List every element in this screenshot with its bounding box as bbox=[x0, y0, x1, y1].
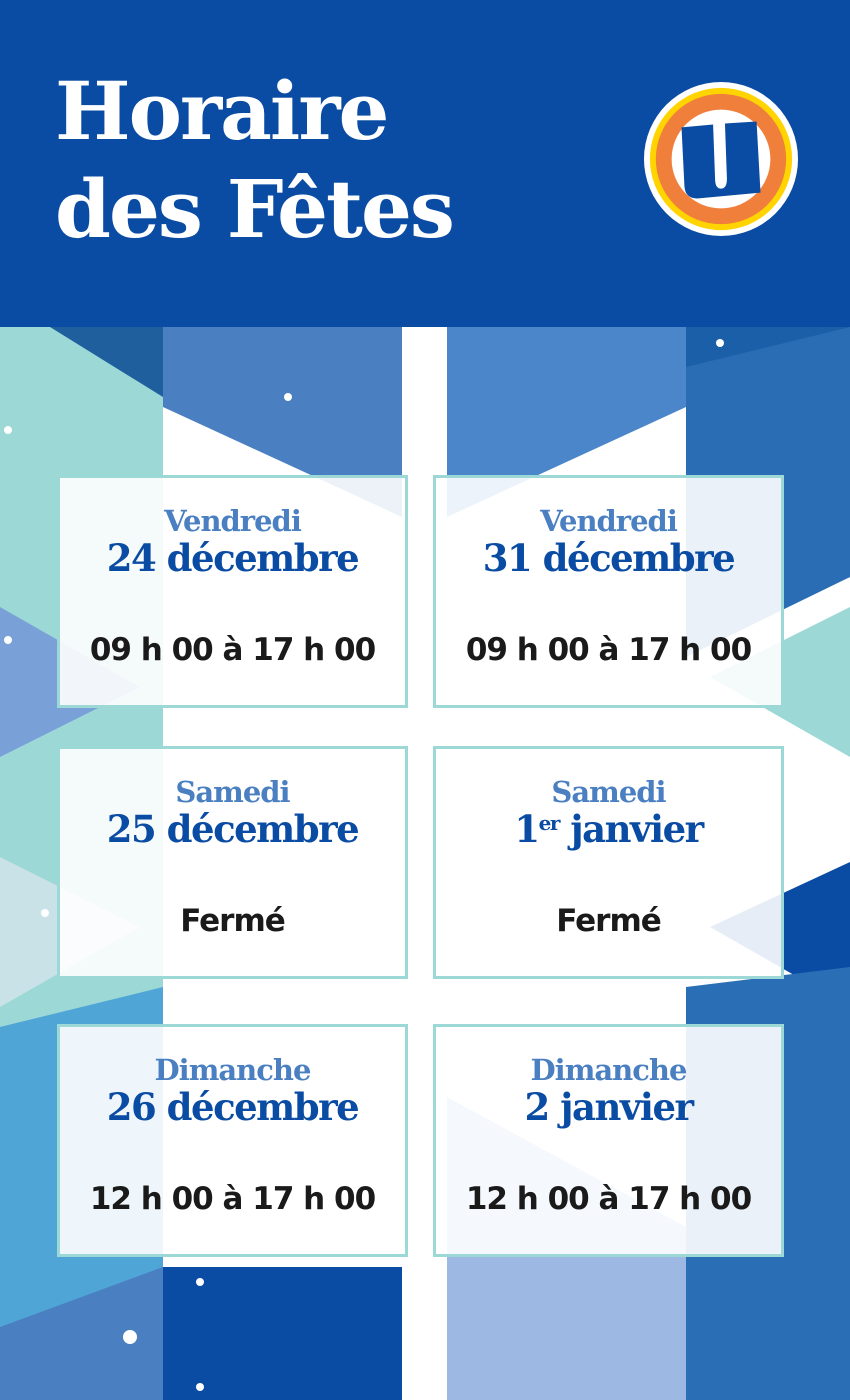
title-line-2: des Fêtes bbox=[55, 162, 455, 256]
card-date: 26 décembre bbox=[106, 1085, 360, 1129]
card-hours: Fermé bbox=[180, 903, 286, 939]
card-date: 24 décembre bbox=[106, 536, 360, 580]
card-day: Samedi bbox=[551, 775, 666, 809]
card-day: Dimanche bbox=[530, 1053, 688, 1087]
card-date: 25 décembre bbox=[106, 807, 360, 851]
card-day: Vendredi bbox=[540, 504, 678, 538]
page-title: Horaire des Fêtes bbox=[55, 62, 455, 258]
card-date: 2 janvier bbox=[524, 1085, 694, 1129]
card-day: Dimanche bbox=[154, 1053, 312, 1087]
header: Horaire des Fêtes bbox=[0, 0, 850, 327]
date-ordinal: er bbox=[538, 811, 561, 835]
card-hours: 09 h 00 à 17 h 00 bbox=[465, 632, 752, 668]
schedule-card-dec-25: Samedi 25 décembre Fermé bbox=[57, 746, 408, 979]
card-date: 31 décembre bbox=[482, 536, 736, 580]
date-number: 1 bbox=[514, 807, 540, 851]
card-day: Vendredi bbox=[164, 504, 302, 538]
card-day: Samedi bbox=[175, 775, 290, 809]
u-logo-icon bbox=[643, 81, 799, 237]
schedule-card-jan-2: Dimanche 2 janvier 12 h 00 à 17 h 00 bbox=[433, 1024, 784, 1257]
title-line-1: Horaire bbox=[55, 64, 389, 158]
card-hours: 12 h 00 à 17 h 00 bbox=[89, 1181, 376, 1217]
card-date: 1er janvier bbox=[436, 807, 781, 851]
snow-dots bbox=[4, 339, 724, 1391]
card-hours: 12 h 00 à 17 h 00 bbox=[465, 1181, 752, 1217]
date-month: janvier bbox=[558, 807, 704, 851]
schedule-card-dec-31: Vendredi 31 décembre 09 h 00 à 17 h 00 bbox=[433, 475, 784, 708]
card-hours: Fermé bbox=[556, 903, 662, 939]
schedule-card-dec-26: Dimanche 26 décembre 12 h 00 à 17 h 00 bbox=[57, 1024, 408, 1257]
card-hours: 09 h 00 à 17 h 00 bbox=[89, 632, 376, 668]
schedule-card-jan-1: Samedi 1er janvier Fermé bbox=[433, 746, 784, 979]
schedule-card-dec-24: Vendredi 24 décembre 09 h 00 à 17 h 00 bbox=[57, 475, 408, 708]
